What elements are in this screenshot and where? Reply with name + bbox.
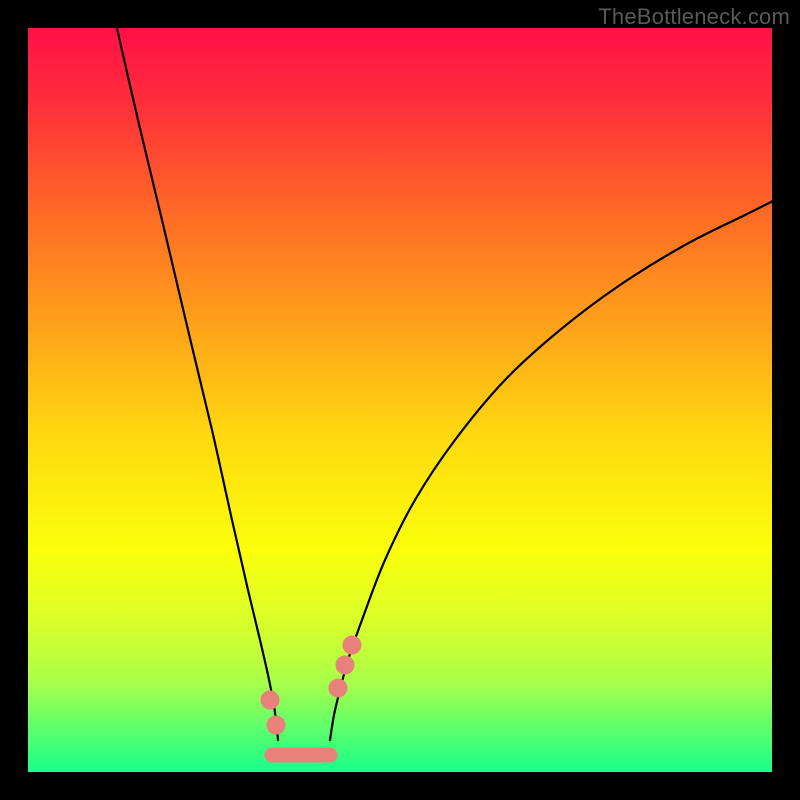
marker-dot [261, 691, 279, 709]
marker-dot [329, 679, 347, 697]
marker-dot [267, 716, 285, 734]
marker-dot [343, 636, 361, 654]
marker-dot [336, 656, 354, 674]
chart-frame: TheBottleneck.com [0, 0, 800, 800]
bottleneck-chart-svg [0, 0, 800, 800]
gradient-background [28, 28, 772, 772]
